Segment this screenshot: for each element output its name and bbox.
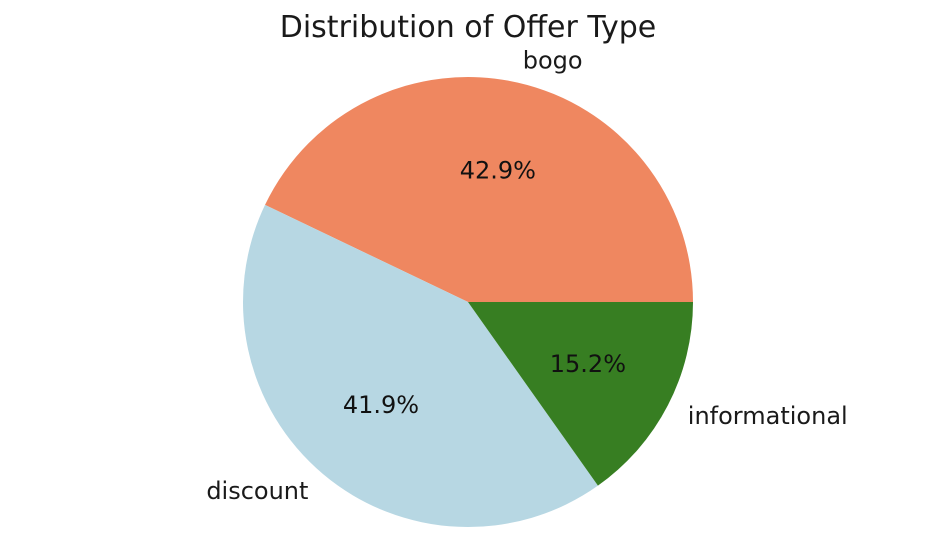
pct-label-bogo: 42.9% <box>460 156 536 184</box>
slice-label-discount: discount <box>206 477 308 505</box>
slice-label-bogo: bogo <box>523 47 583 75</box>
pie-slice-bogo <box>265 76 693 303</box>
pie-slice-informational <box>468 302 693 486</box>
slice-label-informational: informational <box>688 402 848 430</box>
pct-label-informational: 15.2% <box>550 350 626 378</box>
chart-title: Distribution of Offer Type <box>280 10 657 45</box>
pie-labels: 42.9% bogo 41.9% discount 15.2% informational <box>206 47 847 506</box>
pie-slice-discount <box>242 204 598 528</box>
pct-label-discount: 41.9% <box>343 391 419 419</box>
pie-slices <box>242 76 693 528</box>
